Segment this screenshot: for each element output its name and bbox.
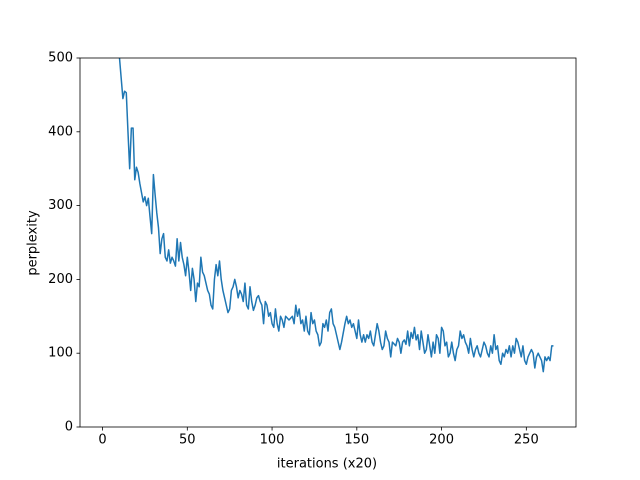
y-axis-label: perplexity — [26, 210, 41, 276]
plot-frame — [79, 57, 577, 428]
y-tick-label: 300 — [48, 198, 73, 213]
x-tick-label: 100 — [260, 433, 285, 448]
x-axis-label: iterations (x20) — [277, 457, 377, 472]
data-line — [118, 57, 554, 373]
x-tick-label: 150 — [344, 433, 369, 448]
x-tick-label: 200 — [429, 433, 454, 448]
y-tick-label: 500 — [48, 51, 73, 66]
y-tick-label: 200 — [48, 272, 73, 287]
y-tick-label: 100 — [48, 346, 73, 361]
y-tick-label: 0 — [65, 420, 73, 435]
y-tick-label: 400 — [48, 124, 73, 139]
x-tick-label: 250 — [514, 433, 539, 448]
x-tick-label: 50 — [179, 433, 196, 448]
x-tick-label: 0 — [98, 433, 106, 448]
